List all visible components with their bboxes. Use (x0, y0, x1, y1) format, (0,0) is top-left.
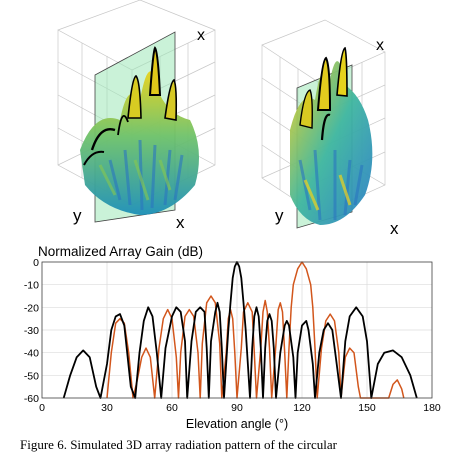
chart-series (62, 261, 418, 399)
x-tick-label: 30 (101, 402, 113, 414)
y-tick-label: -50 (24, 370, 39, 382)
chart-title: Normalized Array Gain (dB) (38, 244, 203, 259)
left-radiation-pattern (80, 46, 199, 215)
chart-xlabel: Elevation angle (°) (186, 417, 288, 431)
y-tick-label: -10 (24, 280, 39, 292)
x-tick-label: 0 (39, 402, 45, 414)
left-x-axis-label-top: x (197, 27, 205, 44)
y-tick-label: 0 (33, 257, 39, 269)
left-y-axis-label: y (73, 206, 82, 225)
x-tick-label: 120 (293, 402, 311, 414)
x-tick-label: 150 (358, 402, 376, 414)
y-tick-label: -60 (24, 393, 39, 405)
chart-ticks: 0-10-20-30-40-50-600 30 60 90 120 150 180 (24, 257, 441, 414)
left-x-axis-label: x (176, 213, 185, 232)
x-tick-label: 180 (423, 402, 441, 414)
x-tick-label: 60 (166, 402, 178, 414)
chart-frame (41, 261, 433, 399)
right-y-axis-label: y (275, 206, 284, 225)
y-tick-label: -40 (24, 348, 39, 360)
right-x-axis-label: x (390, 219, 399, 238)
right-3d-panel: y x x (261, 19, 399, 238)
left-3d-panel: y x x (57, 0, 216, 232)
y-tick-label: -20 (24, 302, 39, 314)
chart-grid (41, 261, 433, 399)
figure-caption: Figure 6. Simulated 3D array radiation p… (20, 437, 338, 452)
series-line (62, 261, 418, 399)
x-tick-label: 90 (231, 402, 243, 414)
right-x-axis-label-top: x (376, 37, 384, 54)
gain-chart: Normalized Array Gain (dB) 0 -10 -20 -30 -40… (24, 244, 441, 431)
right-radiation-pattern (290, 46, 373, 225)
y-tick-label: -30 (24, 325, 39, 337)
